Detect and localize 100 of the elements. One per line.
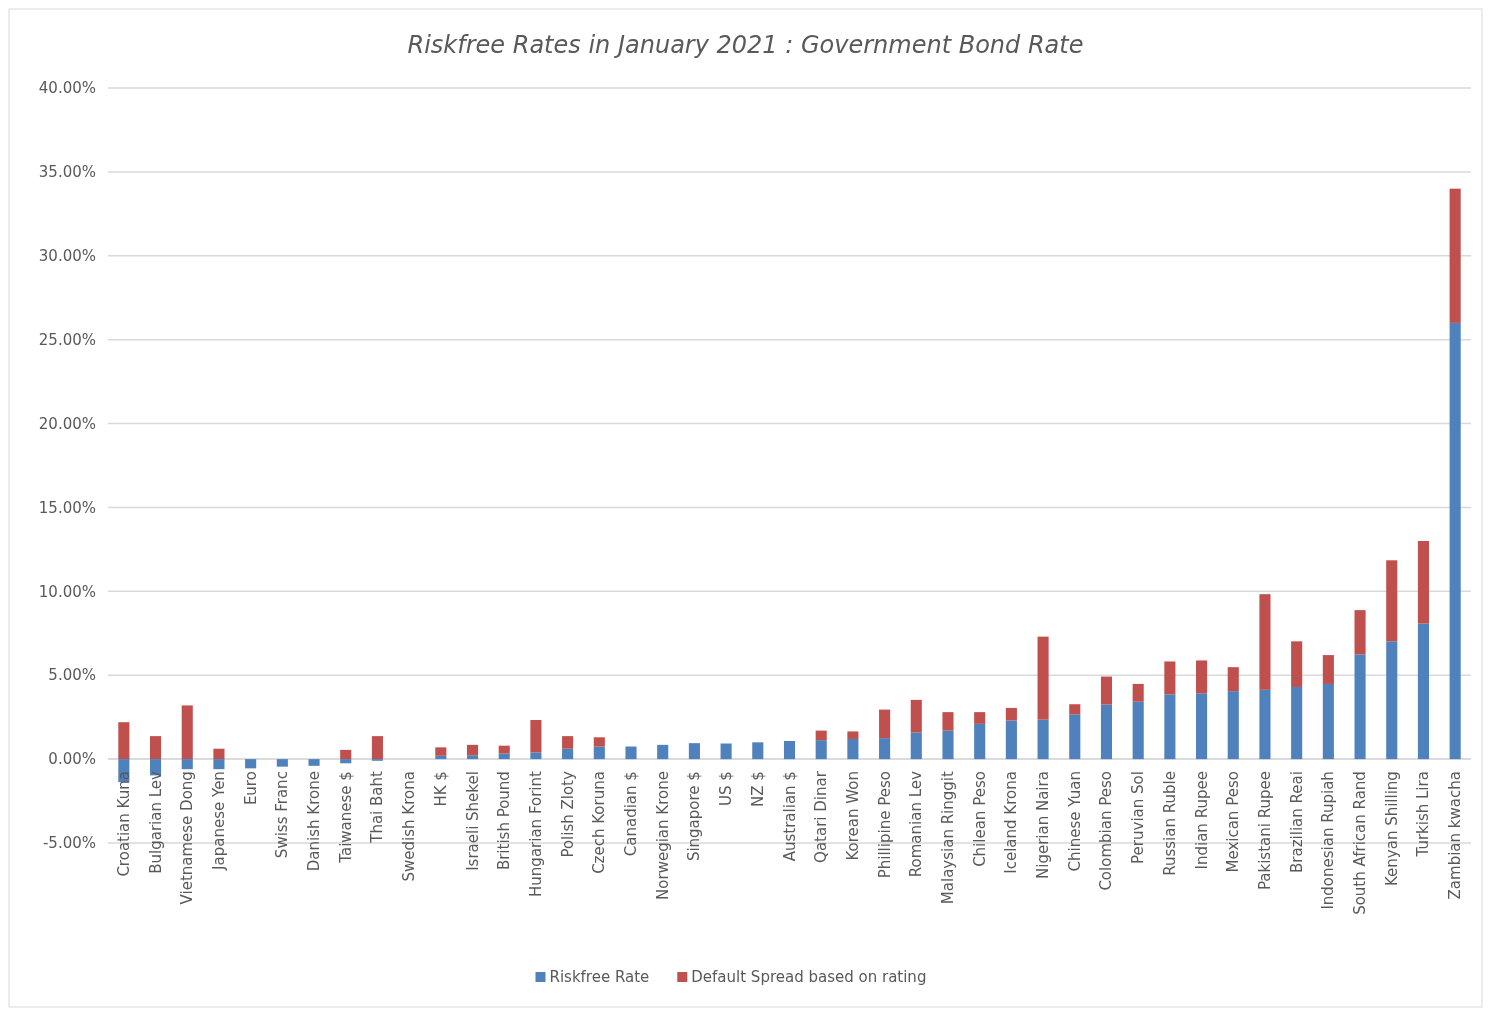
bar	[1069, 704, 1081, 715]
x-tick-label: Swedish Krona	[400, 771, 419, 882]
bar	[562, 748, 574, 760]
bar	[815, 740, 827, 760]
x-tick-label: Pakistani Rupee	[1255, 771, 1274, 891]
x-tick-label: Turkish Lira	[1414, 771, 1433, 858]
x-tick-label: Brazilian Reai	[1287, 771, 1306, 873]
x-tick-label: Euro	[241, 771, 260, 806]
x-tick-label: Indonesian Rupiah	[1319, 771, 1338, 910]
bar	[276, 759, 288, 767]
bar	[720, 743, 732, 760]
bar	[974, 723, 986, 760]
bar	[1259, 594, 1271, 690]
x-tick-label: Phillipine Peso	[875, 771, 894, 879]
bar	[1449, 188, 1461, 323]
bar	[1132, 683, 1144, 702]
bar	[466, 744, 479, 756]
bar	[1037, 719, 1049, 760]
x-tick-label: Colombian Peso	[1097, 771, 1116, 891]
x-tick-label: Zambian kwacha	[1446, 771, 1465, 900]
bar	[1196, 693, 1208, 760]
bar	[466, 755, 479, 760]
bar	[942, 712, 954, 731]
x-tick-label: HK $	[431, 771, 450, 807]
bar	[910, 699, 922, 733]
bar	[118, 722, 130, 760]
bar	[213, 748, 225, 760]
bar	[1354, 610, 1366, 655]
x-tick-label: Canadian $	[622, 771, 641, 857]
bar	[625, 746, 637, 760]
bar	[1322, 683, 1334, 760]
x-tick-label: Romanian Lev	[907, 771, 926, 878]
bar	[1227, 667, 1239, 692]
x-tick-label: Hungarian Forint	[526, 771, 545, 897]
x-tick-label: Malaysian Ringgit	[938, 771, 957, 905]
bar	[783, 740, 796, 760]
legend-label: Default Spread based on rating	[691, 968, 927, 986]
x-tick-label: Danish Krone	[305, 771, 324, 872]
bar	[530, 752, 542, 760]
y-tick-label: 30.00%	[38, 247, 96, 266]
bar	[1322, 655, 1334, 684]
bar	[371, 736, 383, 760]
x-tick-label: Bulgarian Lev	[146, 771, 165, 874]
x-tick-label: Thai Baht	[368, 771, 387, 844]
x-tick-label: Swiss Franc	[273, 771, 292, 859]
x-tick-label: Peruvian Sol	[1129, 771, 1148, 864]
bar	[815, 730, 827, 741]
bar	[498, 745, 510, 754]
y-tick-label: 25.00%	[38, 330, 96, 349]
bar	[530, 720, 542, 753]
bar	[879, 738, 891, 760]
x-tick-label: Israeli Shekel	[463, 771, 482, 871]
x-tick-label: Norwegian Krone	[653, 771, 672, 900]
bar	[942, 730, 954, 760]
bar	[245, 759, 257, 769]
bar	[657, 744, 669, 760]
y-tick-label: 40.00%	[38, 79, 96, 98]
bar	[213, 759, 225, 770]
bar	[974, 712, 986, 724]
bar	[340, 759, 352, 764]
chart-title: Riskfree Rates in January 2021 : Government Bond Rate	[407, 31, 1084, 59]
bar	[1196, 660, 1208, 694]
bar	[1005, 707, 1017, 721]
y-tick-label: 35.00%	[38, 163, 96, 182]
bar	[150, 736, 162, 760]
bar	[1417, 541, 1429, 624]
y-tick-label: -5.00%	[42, 834, 96, 853]
x-tick-label: Taiwanese $	[336, 771, 355, 864]
x-tick-label: Qatari Dinar	[812, 770, 831, 863]
x-tick-label: Polish Zloty	[558, 771, 577, 858]
bar	[1100, 704, 1113, 760]
x-tick-label: Chilean Peso	[970, 771, 989, 867]
x-tick-label: Russian Ruble	[1160, 771, 1179, 876]
bar	[308, 759, 320, 766]
bar	[1005, 720, 1017, 760]
bar	[498, 753, 510, 760]
bar	[340, 749, 352, 760]
legend-label: Riskfree Rate	[549, 968, 650, 986]
bar	[688, 743, 700, 760]
bar	[1291, 641, 1303, 687]
x-tick-label: Japanese Yen	[209, 771, 228, 871]
bar	[1164, 661, 1176, 695]
bar	[181, 705, 193, 760]
bar	[1386, 641, 1398, 760]
bar	[1037, 636, 1049, 720]
x-tick-label: Iceland Krona	[1002, 771, 1021, 874]
y-tick-label: 15.00%	[38, 498, 96, 517]
x-tick-label: US $	[717, 771, 736, 806]
x-tick-label: South African Rand	[1351, 771, 1370, 915]
bar	[435, 747, 447, 756]
bar	[879, 709, 891, 739]
x-tick-label: Australian $	[780, 771, 799, 862]
x-tick-label: Singapore $	[685, 771, 704, 862]
x-tick-label: Vietnamese Dong	[178, 771, 197, 905]
x-tick-label: Mexican Peso	[1224, 771, 1243, 873]
bar	[1259, 689, 1271, 760]
x-tick-label: Chinese Yuan	[1065, 771, 1084, 872]
x-tick-label: British Pound	[495, 771, 514, 871]
bar	[1354, 654, 1366, 760]
bar	[562, 736, 574, 749]
